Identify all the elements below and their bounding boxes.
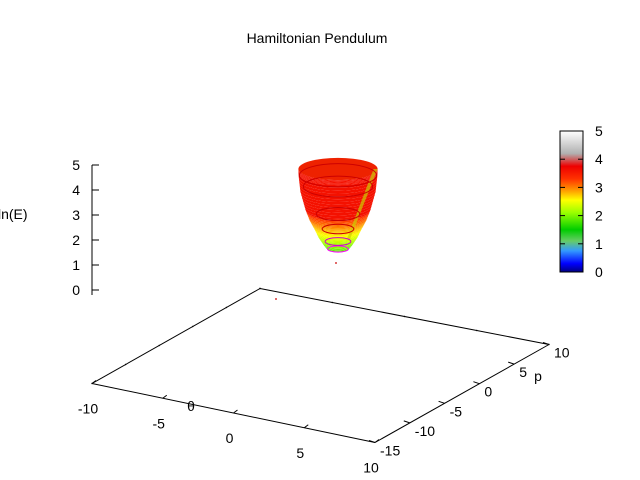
- axes-group: 0 1 2 3 4 5 ln(E) -10 -5 0 5 10 θ -15 -10 -5 0 5 10 p: [0, 157, 570, 476]
- p-tick-back: [124, 363, 127, 366]
- surface-band: [299, 179, 377, 194]
- p-tick-label: 0: [484, 384, 492, 400]
- colorbar-tick-label: 2: [595, 208, 603, 224]
- surface-band: [307, 215, 369, 226]
- p-tick-label: -5: [450, 403, 463, 419]
- surface-highlight: [347, 169, 378, 239]
- contour-line: [302, 175, 374, 198]
- surface-band: [302, 197, 374, 211]
- p-tick-label: 10: [554, 345, 570, 361]
- z-tick-label: 0: [72, 282, 80, 298]
- theta-tick-label: 10: [363, 460, 379, 476]
- theta-tick-back: [403, 315, 406, 318]
- surface-group: [275, 157, 378, 300]
- surface-band: [298, 176, 378, 191]
- theta-tick: [162, 394, 168, 399]
- colorbar: [559, 130, 584, 273]
- z-tick-label: 5: [72, 157, 80, 173]
- surface-band: [307, 214, 369, 225]
- theta-tick-label: -10: [78, 401, 98, 417]
- theta-tick-back: [476, 329, 478, 332]
- contour-line: [324, 237, 352, 246]
- surface-top-cap: [298, 157, 378, 181]
- surface-band: [323, 244, 353, 250]
- colorbar-tick-label: 1: [595, 236, 603, 252]
- z-axis-label: ln(E): [0, 206, 28, 222]
- p-axis-label: p: [534, 368, 542, 384]
- colorbar-tick-label: 5: [595, 123, 603, 139]
- z-tick-label: 1: [72, 257, 80, 273]
- p-tick: [403, 420, 410, 424]
- contour-line: [315, 206, 361, 222]
- theta-tick: [374, 439, 380, 443]
- surface-band: [299, 185, 377, 200]
- theta-axis-label: θ: [187, 398, 195, 414]
- surface-band: [303, 203, 373, 216]
- p-tick-back: [158, 344, 160, 347]
- p-tick: [542, 342, 550, 345]
- surface-band: [321, 241, 355, 248]
- surface-band: [305, 209, 371, 220]
- p-tick-label: 5: [519, 364, 527, 380]
- surface-band: [304, 206, 372, 219]
- surface-band: [319, 237, 357, 245]
- z-tick-label: 2: [72, 232, 80, 248]
- surface-band: [300, 188, 376, 203]
- surface-band: [298, 174, 378, 188]
- p-tick-back: [259, 287, 261, 290]
- contour-line: [321, 223, 355, 235]
- surface-band: [318, 236, 358, 244]
- contour-line: [327, 245, 349, 253]
- p-tick: [368, 440, 376, 443]
- p-tick: [438, 400, 445, 404]
- p-tick-back: [225, 306, 228, 309]
- colorbar-tick-label: 3: [595, 179, 603, 195]
- surface-band: [300, 191, 376, 205]
- colorbar-group: 0 1 2 3 4 5: [559, 123, 603, 280]
- colorbar-tick-label: 4: [595, 151, 603, 167]
- surface-band: [317, 234, 359, 243]
- z-tick-label: 4: [72, 182, 80, 198]
- theta-tick: [303, 424, 309, 429]
- theta-tick-label: 5: [296, 445, 304, 461]
- surface-band: [301, 194, 375, 208]
- surface-band: [306, 212, 370, 223]
- z-tick-label: 3: [72, 207, 80, 223]
- surface-band: [325, 246, 351, 251]
- p-tick: [508, 361, 515, 365]
- theta-tick: [233, 409, 238, 414]
- theta-tick-back: [331, 301, 333, 304]
- p-tick-back: [192, 325, 194, 328]
- left-edge-line: [91, 288, 261, 384]
- theta-tick-label: -5: [153, 415, 166, 431]
- surface-band: [324, 245, 352, 251]
- contour-point: [335, 262, 337, 264]
- p-tick: [473, 381, 480, 385]
- theta-tick-label: 0: [226, 430, 234, 446]
- p-tick-label: -10: [415, 423, 435, 439]
- theta-tick: [91, 380, 97, 384]
- contour-point: [275, 298, 277, 300]
- chart-title: Hamiltonian Pendulum: [247, 30, 388, 46]
- colorbar-tick-label: 0: [595, 264, 603, 280]
- surface-band: [299, 182, 377, 197]
- p-tick-label: -15: [380, 443, 400, 459]
- p-tick-back: [91, 382, 93, 385]
- contour-line: [298, 163, 378, 188]
- surface-band: [326, 248, 350, 253]
- surface-band: [323, 244, 353, 249]
- surface-band: [319, 239, 357, 246]
- surface-band: [325, 247, 351, 252]
- p-axis-line: [374, 344, 550, 443]
